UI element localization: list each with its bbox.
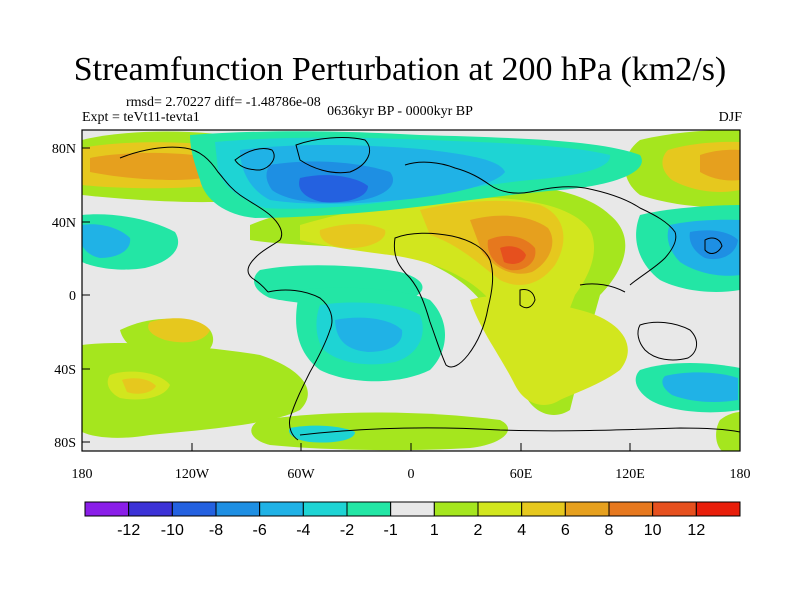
lat-tick-label: 80N [52, 142, 76, 157]
colorbar-box [608, 501, 654, 517]
colorbar-box [695, 501, 741, 517]
lat-tick-label: 40S [54, 363, 76, 378]
colorbar-box [302, 501, 348, 517]
axis-tick-marks [81, 147, 741, 451]
lon-tick-label: 180 [72, 467, 93, 482]
colorbar-box [390, 501, 435, 517]
experiment-label: Expt = teVt11-tevta1 [82, 110, 200, 125]
longitude-labels: 180 120W 60W 0 60E 120E 180 [72, 467, 751, 482]
colorbar-box [564, 501, 610, 517]
colorbar-label: 2 [474, 522, 483, 539]
map-title: Streamfunction Perturbation at 200 hPa (… [73, 51, 727, 88]
lon-tick-label: 60E [510, 467, 533, 482]
colorbar-label: -1 [384, 522, 398, 539]
lat-tick-label: 40N [52, 216, 76, 231]
colorbar-labels: -12 -10 -8 -6 -4 -2 -1 1 2 4 6 8 10 12 [117, 522, 705, 539]
colorbar [84, 501, 741, 517]
colorbar-label: 4 [517, 522, 526, 539]
colorbar-label: 8 [605, 522, 614, 539]
streamfunction-field [82, 130, 740, 451]
lon-tick-label: 120E [615, 467, 645, 482]
lat-tick-label: 80S [54, 436, 76, 451]
colorbar-box [215, 501, 261, 517]
stats-label: rmsd= 2.70227 diff= -1.48786e-08 [126, 95, 321, 110]
colorbar-label: -8 [209, 522, 223, 539]
colorbar-box [433, 501, 479, 517]
colorbar-box [521, 501, 566, 517]
lon-tick-label: 120W [175, 467, 210, 482]
colorbar-label: 12 [687, 522, 705, 539]
negative-anomalies [82, 131, 740, 443]
lat-tick-label: 0 [69, 289, 76, 304]
colorbar-box [259, 501, 304, 517]
colorbar-label: 10 [644, 522, 662, 539]
colorbar-box [346, 501, 392, 517]
colorbar-label: 6 [561, 522, 570, 539]
colorbar-label: -6 [253, 522, 267, 539]
latitude-labels: 80N 40N 0 40S 80S [52, 142, 76, 451]
colorbar-label: -4 [296, 522, 310, 539]
colorbar-box [84, 501, 130, 517]
colorbar-box [652, 501, 697, 517]
lon-tick-label: 60W [287, 467, 315, 482]
lon-tick-label: 0 [408, 467, 415, 482]
colorbar-box [128, 501, 173, 517]
colorbar-label: -12 [117, 522, 140, 539]
colorbar-label: 1 [430, 522, 439, 539]
period-label: 0636kyr BP - 0000kyr BP [327, 104, 473, 119]
colorbar-label: -2 [340, 522, 354, 539]
coastlines [119, 137, 740, 441]
colorbar-label: -10 [161, 522, 184, 539]
colorbar-box [171, 501, 217, 517]
colorbar-box [477, 501, 523, 517]
lon-tick-label: 180 [730, 467, 751, 482]
season-label: DJF [718, 110, 742, 125]
